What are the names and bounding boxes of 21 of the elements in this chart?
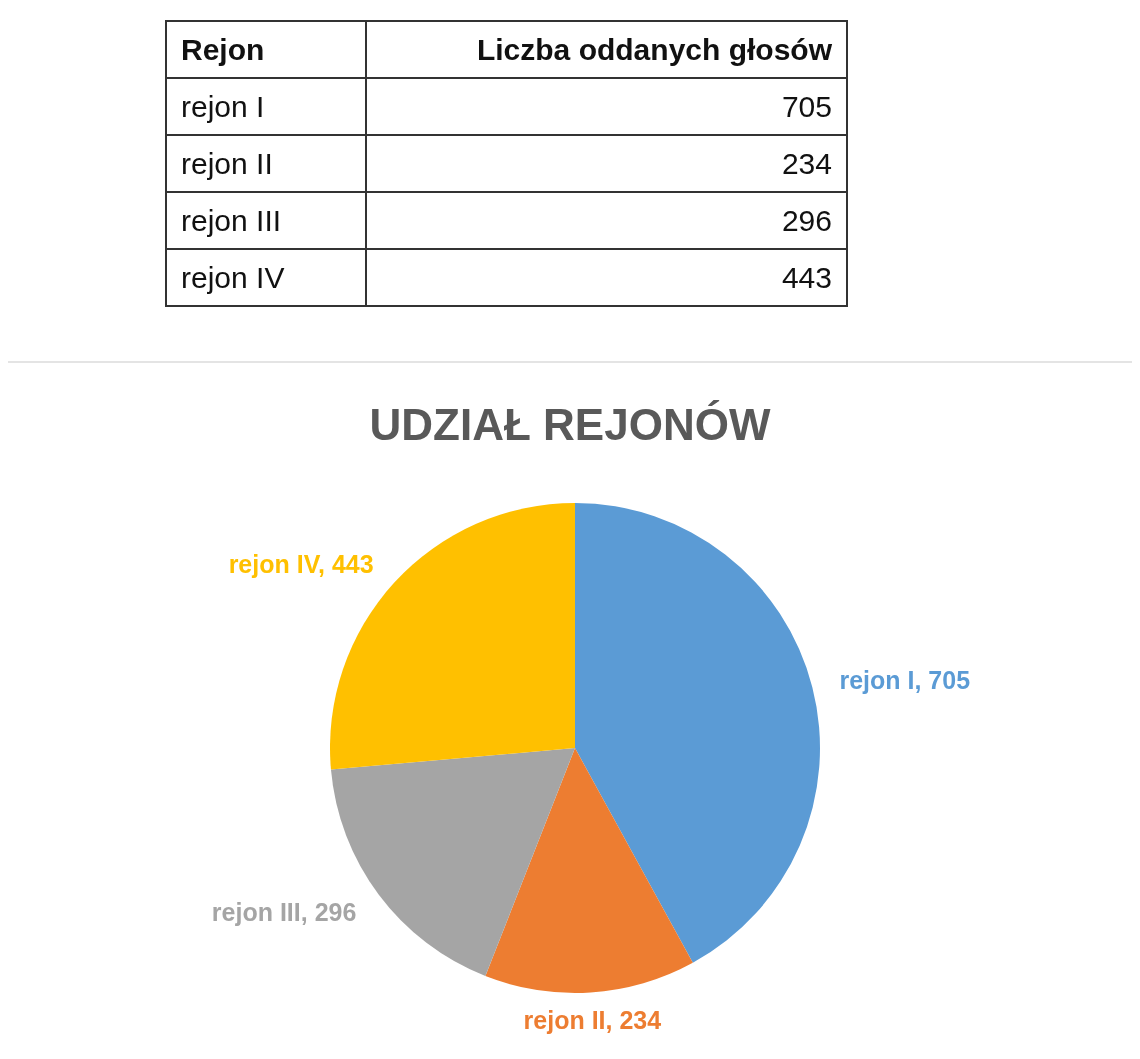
pie-slice: [330, 503, 575, 770]
category-label: rejon II: [166, 135, 366, 192]
chart-title: UDZIAŁ REJONÓW: [368, 400, 772, 450]
data-label: , 443: [318, 549, 374, 578]
data-label: 705: [366, 78, 847, 135]
data-label: 234: [366, 135, 847, 192]
data-label: , 296: [300, 897, 357, 926]
category-label: rejon I: [166, 78, 366, 135]
pie-slice: [485, 748, 693, 993]
text: Rejon: [166, 21, 366, 78]
slice-label: rejon I: [839, 666, 915, 695]
category-label: rejon IV: [166, 249, 366, 306]
pie-slice: [575, 503, 820, 963]
slice-label: rejon II: [523, 1006, 606, 1035]
data-label: , 705: [914, 666, 971, 695]
slice-label: rejon III: [211, 897, 301, 926]
text: Liczba oddanych głosów: [366, 21, 847, 78]
data-label: 296: [366, 192, 847, 249]
data-label: , 234: [605, 1006, 662, 1035]
category-label: rejon III: [166, 192, 366, 249]
data-label: 443: [366, 249, 847, 306]
